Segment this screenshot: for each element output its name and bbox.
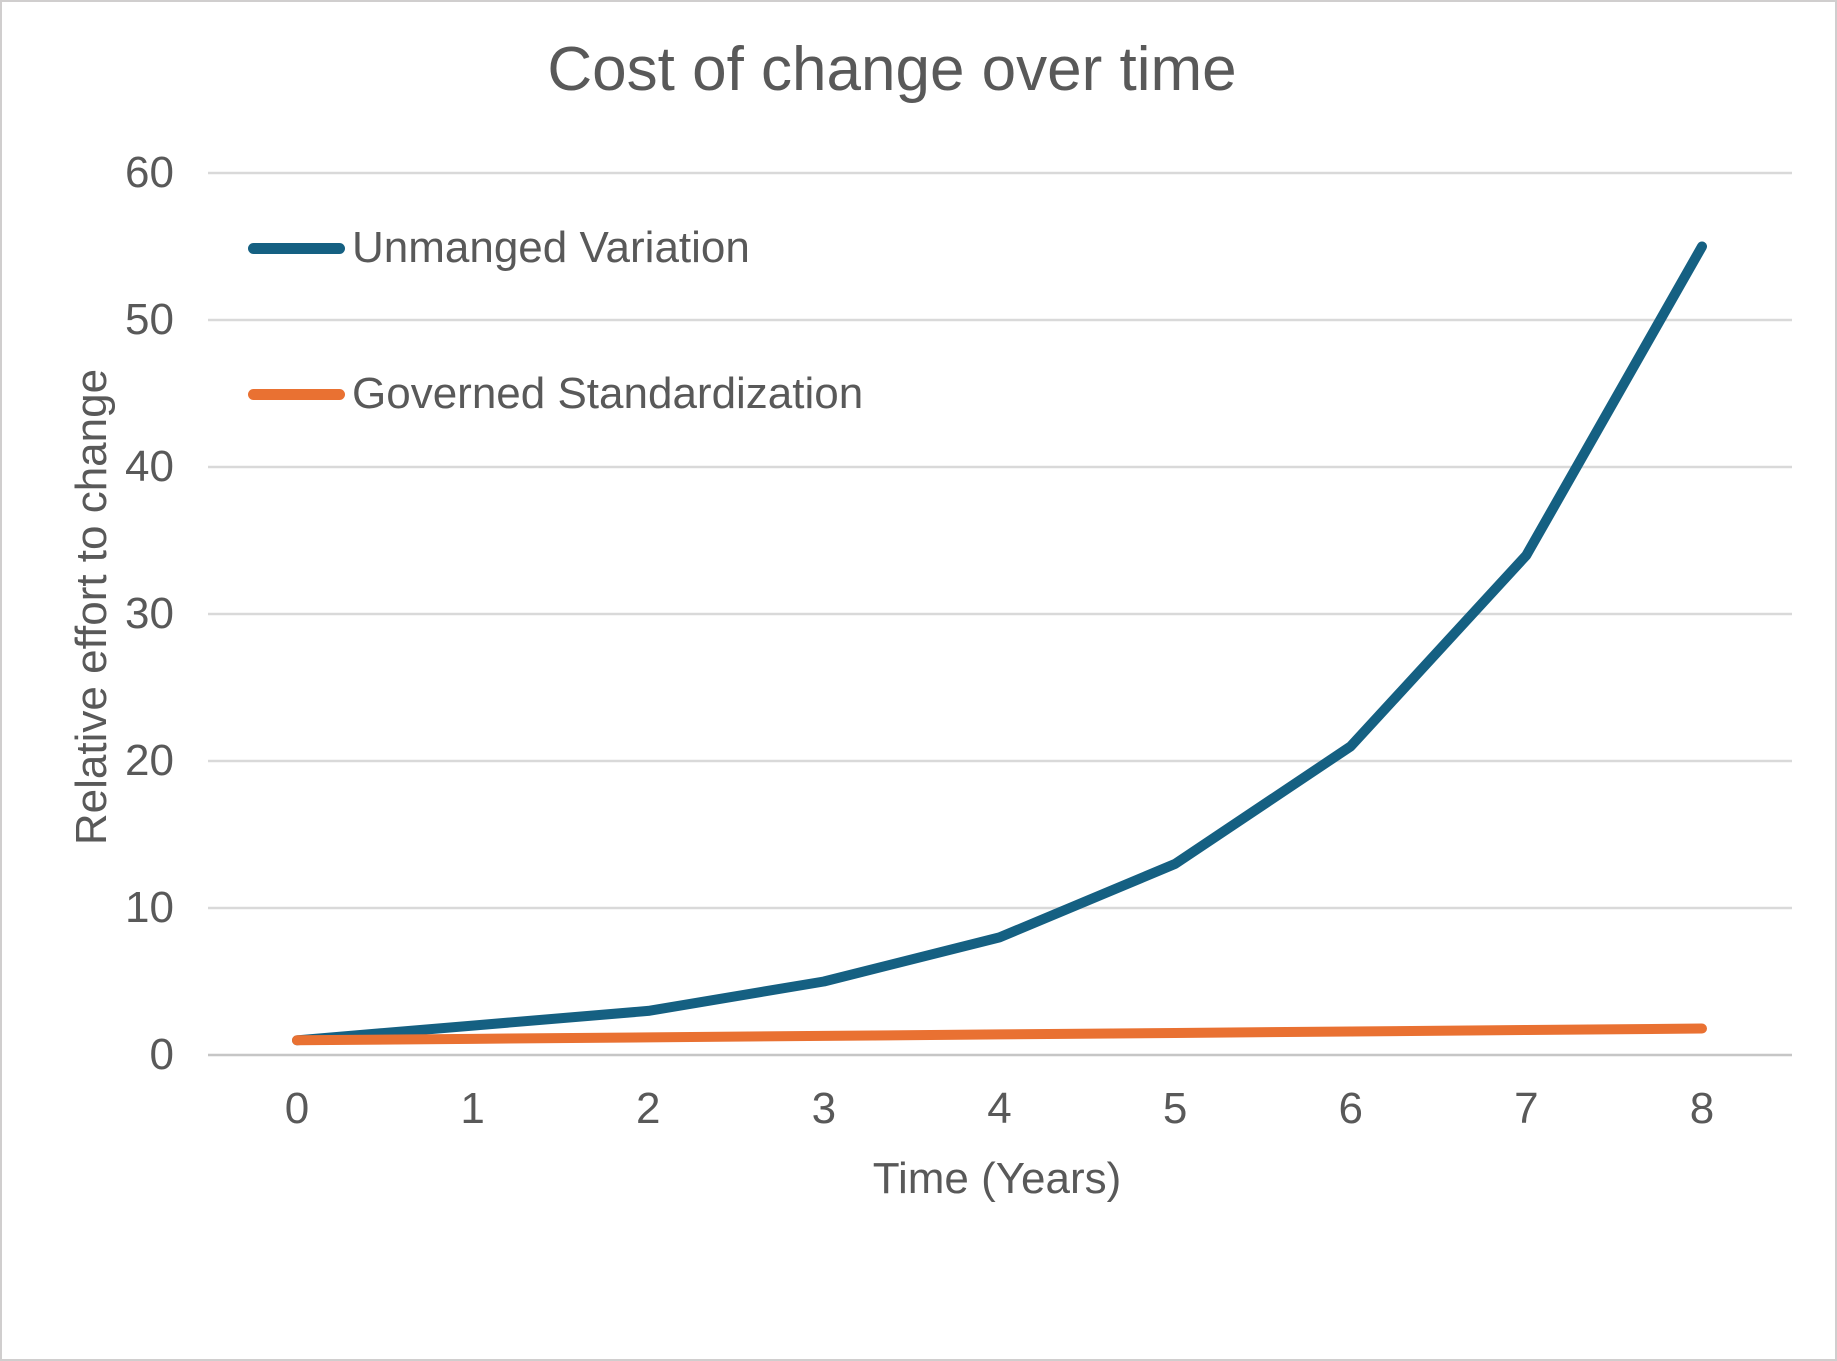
y-tick-label-40: 40 xyxy=(125,442,174,491)
legend-item-unmanged-variation: Unmanged Variation xyxy=(248,224,750,272)
y-tick-label-10: 10 xyxy=(125,883,174,932)
series-line-unmanged-variation xyxy=(292,241,1707,1046)
series-line-governed-standardization xyxy=(292,1023,1707,1046)
legend-label-unmanged-variation: Unmanged Variation xyxy=(352,223,750,272)
legend-item-governed-standardization: Governed Standardization xyxy=(248,370,863,418)
x-tick-label-1: 1 xyxy=(460,1084,485,1133)
x-tick-label-4: 4 xyxy=(987,1084,1012,1133)
y-tick-label-20: 20 xyxy=(125,736,174,785)
x-axis-title: Time (Years) xyxy=(872,1154,1122,1203)
x-tick-label-5: 5 xyxy=(1162,1084,1188,1133)
chart-title: Cost of change over time xyxy=(547,35,1237,104)
x-tick-label-2: 2 xyxy=(636,1084,661,1133)
x-tick-label-3: 3 xyxy=(811,1084,837,1133)
x-tick-label-0: 0 xyxy=(284,1084,310,1133)
y-tick-label-30: 30 xyxy=(125,589,174,638)
legend-swatch-unmanged-variation xyxy=(248,242,345,254)
x-tick-label-6: 6 xyxy=(1338,1084,1363,1133)
x-tick-label-8: 8 xyxy=(1689,1084,1715,1133)
y-tick-label-0: 0 xyxy=(149,1030,174,1079)
x-tick-label-7: 7 xyxy=(1514,1084,1539,1133)
y-tick-label-60: 60 xyxy=(125,148,174,197)
legend-swatch-governed-standardization xyxy=(248,388,345,400)
legend-label-governed-standardization: Governed Standardization xyxy=(352,369,864,418)
y-axis-title: Relative effort to change xyxy=(67,368,116,846)
y-tick-label-50: 50 xyxy=(125,295,174,344)
